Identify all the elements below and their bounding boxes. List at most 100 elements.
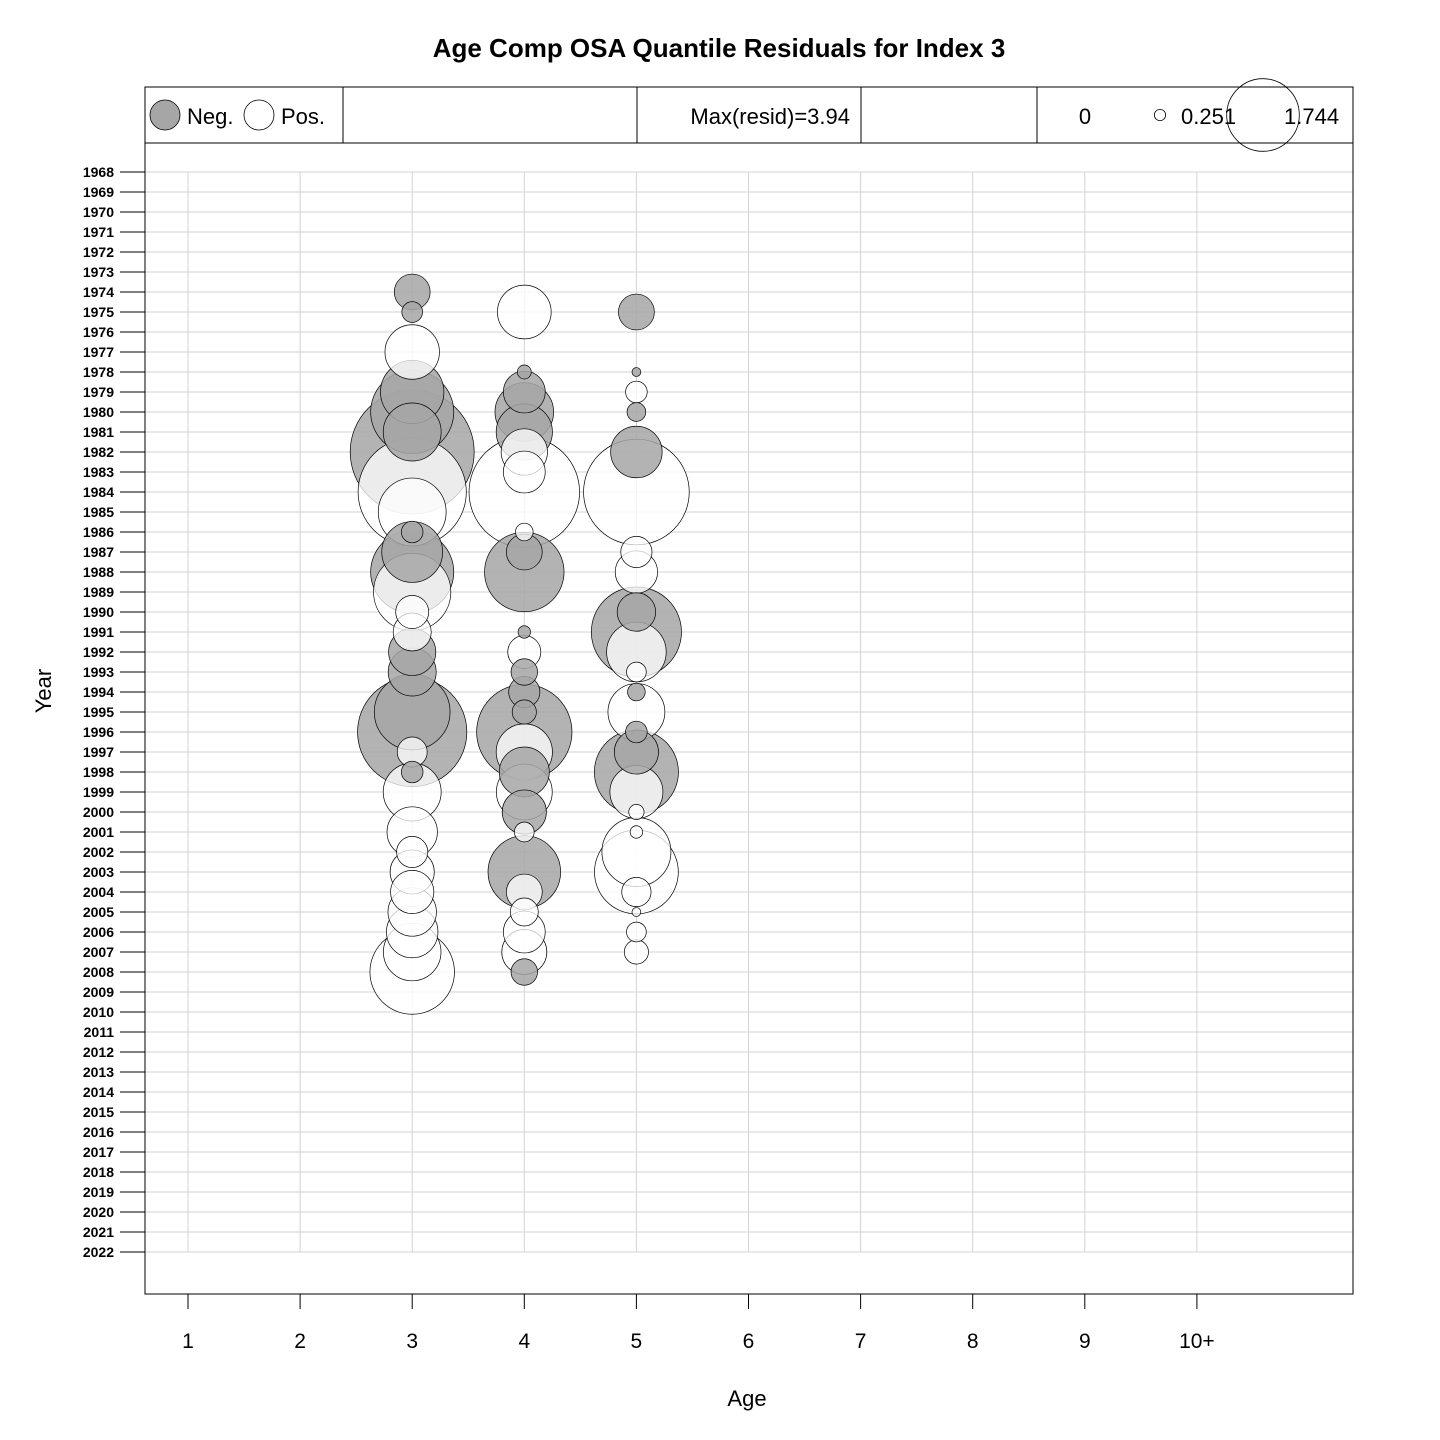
bubble-pos bbox=[621, 876, 652, 908]
bubble-pos bbox=[390, 870, 435, 914]
y-tick-label: 1995 bbox=[83, 704, 114, 720]
pos-legend-marker bbox=[243, 99, 275, 131]
y-tick-label: 1982 bbox=[83, 444, 114, 460]
y-tick-label: 2003 bbox=[83, 864, 114, 880]
bubble-pos bbox=[384, 324, 440, 380]
y-tick-label: 1993 bbox=[83, 664, 114, 680]
y-tick-label: 1998 bbox=[83, 764, 114, 780]
bubble-pos bbox=[509, 897, 539, 927]
y-tick-label: 2022 bbox=[83, 1244, 114, 1260]
neg-legend-marker bbox=[149, 99, 181, 131]
y-tick-label: 2010 bbox=[83, 1004, 114, 1020]
bubbles bbox=[349, 273, 690, 1015]
neg-legend-label: Neg. bbox=[187, 104, 233, 129]
bubble-neg bbox=[516, 364, 532, 380]
y-tick-label: 2002 bbox=[83, 844, 114, 860]
size-legend: 0 0.251 1.744 bbox=[1036, 78, 1354, 152]
y-tick-label: 1999 bbox=[83, 784, 114, 800]
y-tick-label: 1996 bbox=[83, 724, 114, 740]
y-tick-label: 1968 bbox=[83, 164, 114, 180]
bubble-pos bbox=[628, 803, 645, 821]
y-tick-label: 1974 bbox=[83, 284, 114, 300]
y-tick-label: 2019 bbox=[83, 1184, 114, 1200]
max-resid-label: Max(resid)=3.94 bbox=[690, 104, 850, 129]
x-axis: 1 2 3 4 5 6 7 8 9 10+ bbox=[182, 1293, 1215, 1353]
x-tick-label: 3 bbox=[406, 1330, 418, 1353]
y-tick-label: 1990 bbox=[83, 604, 114, 620]
y-tick-label: 1987 bbox=[83, 544, 114, 560]
y-tick-label: 1980 bbox=[83, 404, 114, 420]
bubble-pos bbox=[631, 907, 642, 917]
y-tick-label: 1976 bbox=[83, 324, 114, 340]
y-tick-label: 2006 bbox=[83, 924, 114, 940]
y-tick-label: 1975 bbox=[83, 304, 114, 320]
bubble-pos bbox=[626, 661, 647, 683]
bubble-neg bbox=[625, 720, 648, 744]
bubble-pos bbox=[515, 522, 534, 542]
max-legend-box bbox=[636, 86, 862, 144]
chart-title: Age Comp OSA Quantile Residuals for Inde… bbox=[433, 33, 1006, 63]
y-tick-label: 2015 bbox=[83, 1104, 114, 1120]
y-tick-label: 1992 bbox=[83, 644, 114, 660]
bubble-pos bbox=[396, 836, 429, 868]
y-tick-label: 1984 bbox=[83, 484, 114, 500]
x-tick-label: 1 bbox=[182, 1330, 194, 1353]
bubble-neg bbox=[626, 402, 647, 422]
bubble-neg bbox=[616, 592, 657, 632]
bubble-neg bbox=[382, 402, 442, 462]
bubble-neg bbox=[517, 625, 531, 639]
x-tick-label: 8 bbox=[967, 1330, 979, 1353]
bubble-neg bbox=[610, 425, 663, 479]
size-key-marker-large bbox=[1226, 78, 1300, 152]
size-key-marker-small bbox=[1153, 108, 1167, 122]
y-tick-label: 1988 bbox=[83, 564, 114, 580]
y-tick-label: 1973 bbox=[83, 264, 114, 280]
size-key-label-0: 0 bbox=[1079, 104, 1091, 129]
y-tick-label: 2018 bbox=[83, 1164, 114, 1180]
bubble-pos bbox=[623, 939, 649, 965]
sign-legend: Neg. Pos. bbox=[144, 86, 344, 144]
x-axis-label: Age bbox=[727, 1386, 766, 1411]
x-tick-label: 5 bbox=[631, 1330, 643, 1353]
y-tick-label: 2001 bbox=[83, 824, 114, 840]
y-tick-label: 2007 bbox=[83, 944, 114, 960]
bubble-neg bbox=[510, 658, 538, 686]
bubble-pos bbox=[626, 921, 647, 943]
y-tick-label: 1971 bbox=[83, 224, 114, 240]
x-tick-label: 9 bbox=[1079, 1330, 1091, 1353]
y-tick-label: 2000 bbox=[83, 804, 114, 820]
x-tick-label: 10+ bbox=[1179, 1330, 1215, 1353]
x-tick-label: 6 bbox=[743, 1330, 755, 1353]
bubble-neg bbox=[627, 682, 646, 702]
bubble-pos bbox=[497, 284, 552, 340]
y-tick-label: 1986 bbox=[83, 524, 114, 540]
y-tick-label: 2013 bbox=[83, 1064, 114, 1080]
y-tick-label: 1977 bbox=[83, 344, 114, 360]
bubble-neg bbox=[401, 760, 424, 784]
y-tick-label: 2020 bbox=[83, 1204, 114, 1220]
bubble-pos bbox=[625, 380, 648, 404]
y-tick-label: 2009 bbox=[83, 984, 114, 1000]
bubble-neg bbox=[401, 520, 424, 544]
y-tick-label: 1969 bbox=[83, 184, 114, 200]
bubble-pos bbox=[502, 450, 546, 494]
pos-legend-label: Pos. bbox=[281, 104, 325, 129]
y-tick-label: 2017 bbox=[83, 1144, 114, 1160]
y-tick-label: 1985 bbox=[83, 504, 114, 520]
y-tick-label: 2011 bbox=[84, 1024, 115, 1040]
y-tick-label: 1983 bbox=[83, 464, 114, 480]
max-legend: Max(resid)=3.94 bbox=[636, 86, 862, 144]
y-axis: 1968 1969 1970 1971 1972 1973 1974 1975 1976 1977… bbox=[83, 164, 146, 1260]
y-tick-label: 1994 bbox=[83, 684, 114, 700]
y-tick-label: 2021 bbox=[83, 1224, 114, 1240]
y-tick-label: 2012 bbox=[83, 1044, 114, 1060]
y-tick-label: 1991 bbox=[83, 624, 114, 640]
bubble-pos bbox=[629, 825, 643, 839]
y-tick-label: 2016 bbox=[83, 1124, 114, 1140]
bubble-pos bbox=[395, 595, 430, 629]
bubble-neg bbox=[510, 958, 538, 986]
bubble-neg bbox=[511, 699, 537, 725]
y-tick-label: 1981 bbox=[83, 424, 114, 440]
x-tick-label: 2 bbox=[294, 1330, 306, 1353]
